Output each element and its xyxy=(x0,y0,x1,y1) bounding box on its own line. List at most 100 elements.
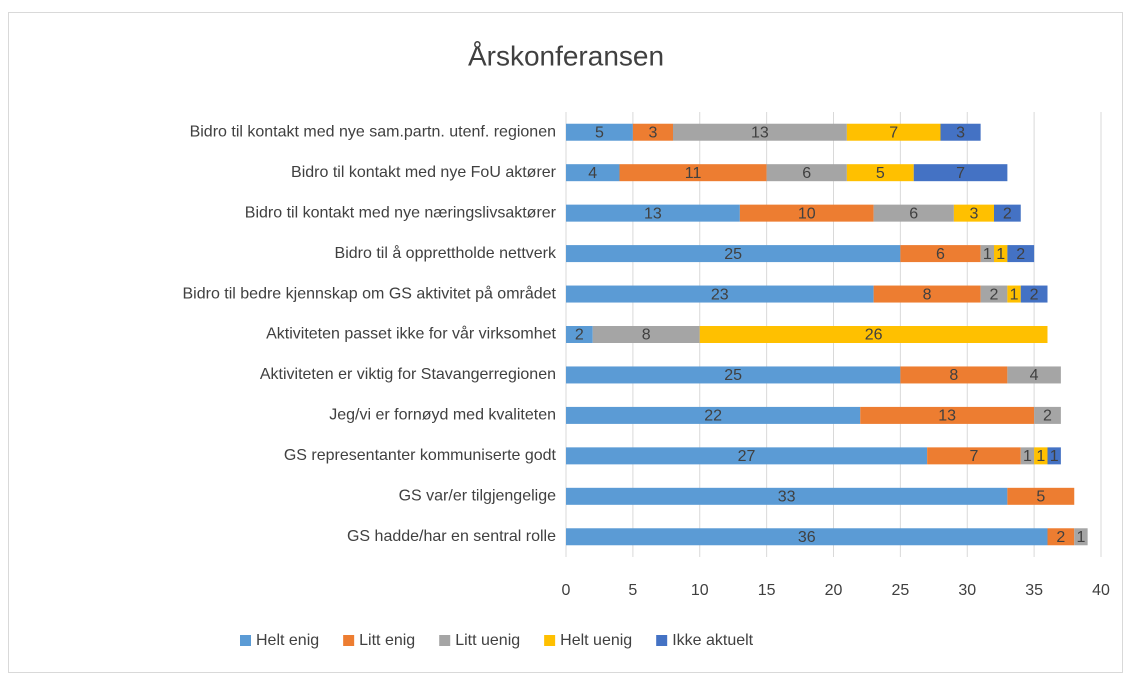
data-label: 10 xyxy=(798,205,816,222)
y-tick-label: Aktiviteten passet ikke for vår virksomh… xyxy=(266,325,556,343)
bar-segment xyxy=(1047,528,1075,546)
data-label: 6 xyxy=(909,205,918,222)
data-label: 1 xyxy=(1010,286,1019,303)
bar-segment xyxy=(566,447,928,465)
bar-segment xyxy=(673,123,847,141)
bar-segment xyxy=(940,123,981,141)
bar-segment xyxy=(566,366,901,384)
x-tick-label: 25 xyxy=(891,582,909,599)
bar-segment xyxy=(900,245,981,263)
bar-segment xyxy=(1074,528,1088,546)
legend-label: Ikke aktuelt xyxy=(672,632,753,649)
legend-swatch xyxy=(343,635,355,646)
data-label: 7 xyxy=(969,448,978,465)
y-tick-label: GS representanter kommuniserte godt xyxy=(284,447,557,464)
bar-segment xyxy=(1034,447,1048,465)
data-label: 8 xyxy=(949,367,958,384)
bar-segment xyxy=(1007,487,1075,505)
bar-segment xyxy=(980,245,994,263)
bar-segment xyxy=(860,406,1035,424)
data-label: 3 xyxy=(956,124,965,141)
bar-segment xyxy=(566,204,740,222)
data-label: 5 xyxy=(1036,489,1045,506)
data-label: 1 xyxy=(1076,529,1085,546)
legend-label: Litt uenig xyxy=(455,632,520,649)
legend-swatch xyxy=(544,635,556,646)
data-label: 1 xyxy=(1050,448,1059,465)
bar-segment xyxy=(566,245,901,263)
x-tick-label: 20 xyxy=(825,582,843,599)
data-label: 4 xyxy=(1030,367,1039,384)
legend-label: Litt enig xyxy=(359,632,415,649)
bar-segment xyxy=(739,204,874,222)
bar-segment xyxy=(566,528,1048,546)
data-label: 1 xyxy=(996,246,1005,263)
bar-segment xyxy=(566,164,620,182)
bar-segment xyxy=(1047,447,1061,465)
data-label: 2 xyxy=(1043,408,1052,425)
legend-swatch xyxy=(656,635,668,646)
data-label: 2 xyxy=(990,286,999,303)
bar-segment xyxy=(873,204,954,222)
data-label: 1 xyxy=(1023,448,1032,465)
bar-segment xyxy=(566,406,861,424)
y-tick-label: Bidro til å opprettholde nettverk xyxy=(335,244,557,262)
bar-segment xyxy=(913,164,1008,182)
bar-segment xyxy=(846,123,941,141)
bar-segment xyxy=(994,245,1008,263)
bar-segment xyxy=(632,123,673,141)
data-label: 3 xyxy=(969,205,978,222)
x-tick-label: 10 xyxy=(691,582,709,599)
data-label: 8 xyxy=(923,286,932,303)
data-label: 1 xyxy=(1036,448,1045,465)
bar-segment xyxy=(566,123,633,141)
data-label: 22 xyxy=(704,408,722,425)
bar-segment xyxy=(1020,285,1048,303)
y-tick-label: Bidro til bedre kjennskap om GS aktivite… xyxy=(182,284,556,302)
y-tick-label: Aktiviteten er viktig for Stavangerregio… xyxy=(260,366,556,383)
legend-label: Helt uenig xyxy=(560,632,632,649)
data-label: 2 xyxy=(1016,246,1025,263)
bar-segment xyxy=(846,164,914,182)
data-label: 1 xyxy=(983,246,992,263)
y-tick-label: GS hadde/har en sentral rolle xyxy=(347,528,556,545)
data-label: 27 xyxy=(738,448,756,465)
y-tick-label: Bidro til kontakt med nye næringslivsakt… xyxy=(245,204,557,221)
data-label: 5 xyxy=(876,165,885,182)
data-label: 2 xyxy=(575,327,584,344)
bar-segment xyxy=(592,326,700,343)
bar-segment xyxy=(1020,447,1035,465)
data-label: 13 xyxy=(938,408,956,425)
data-label: 25 xyxy=(724,246,742,263)
bar-segment xyxy=(566,326,593,343)
data-label: 36 xyxy=(798,529,816,546)
x-tick-label: 5 xyxy=(628,582,637,599)
bar-segment xyxy=(900,366,1008,384)
data-label: 26 xyxy=(865,327,883,344)
x-tick-label: 15 xyxy=(758,582,776,599)
bar-segment xyxy=(953,204,994,222)
data-label: 13 xyxy=(751,124,769,141)
bar-segment xyxy=(927,447,1021,465)
data-label: 2 xyxy=(1003,205,1012,222)
y-tick-label: GS var/er tilgjengelige xyxy=(399,488,557,505)
data-label: 7 xyxy=(956,165,965,182)
legend-label: Helt enig xyxy=(256,632,319,649)
data-label: 2 xyxy=(1030,286,1039,303)
data-label: 25 xyxy=(724,367,742,384)
bar-segment xyxy=(1007,366,1061,384)
bar-segment xyxy=(994,204,1021,222)
data-label: 13 xyxy=(644,205,662,222)
data-label: 11 xyxy=(685,165,702,182)
y-tick-label: Bidro til kontakt med nye FoU aktører xyxy=(291,164,557,181)
data-label: 23 xyxy=(711,286,729,303)
bar-segment xyxy=(1007,245,1035,263)
x-tick-label: 40 xyxy=(1092,582,1110,599)
bar-segment xyxy=(980,285,1008,303)
data-label: 2 xyxy=(1056,529,1065,546)
legend-swatch xyxy=(439,635,451,646)
data-label: 8 xyxy=(642,327,651,344)
x-tick-label: 35 xyxy=(1025,582,1043,599)
bar-segment xyxy=(699,326,1048,343)
